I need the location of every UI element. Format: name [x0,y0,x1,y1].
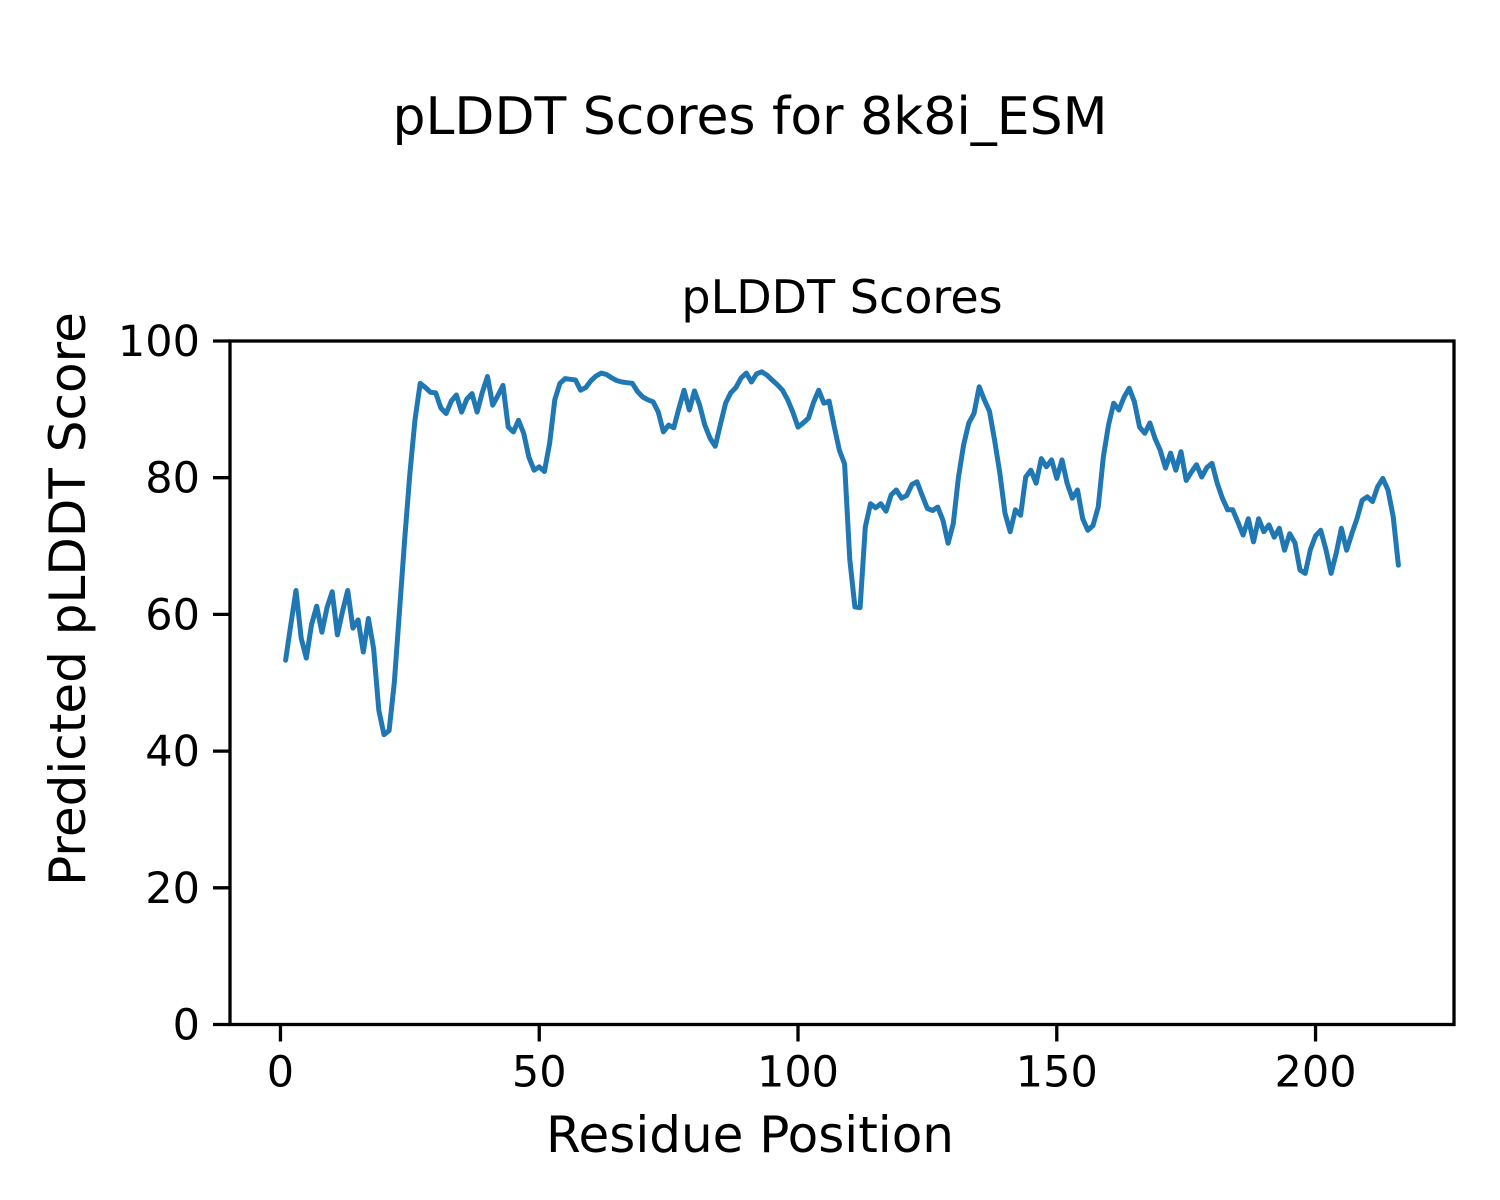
x-tick-label: 50 [512,1048,567,1098]
x-tick-label: 150 [1016,1048,1098,1098]
y-tick-label: 0 [173,1001,200,1051]
x-axis-label: Residue Position [546,1106,954,1164]
figure-title: pLDDT Scores for 8k8i_ESM [392,87,1108,147]
y-tick-label: 40 [145,727,200,777]
axes-frame [228,339,1456,1027]
axes-title: pLDDT Scores [681,270,1003,324]
plddt-score-line [283,369,1401,738]
x-tick-label: 100 [757,1048,839,1098]
x-tick-label: 200 [1275,1048,1357,1098]
y-tick-label: 20 [145,864,200,914]
y-tick-label: 80 [145,454,200,504]
x-tick-label: 0 [267,1048,294,1098]
y-tick-label: 60 [145,590,200,640]
y-tick-label: 100 [118,317,200,367]
